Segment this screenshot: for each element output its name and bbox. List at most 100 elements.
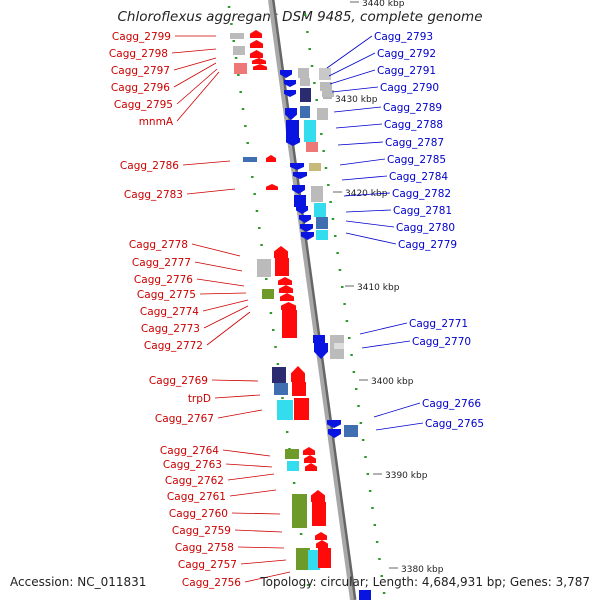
gene-label-left: mnmA [139,116,174,128]
tick-mark [255,210,259,212]
gene-label-left: Cagg_2763 [163,459,222,471]
gene-block [314,203,326,217]
gene-label-left: Cagg_2783 [124,189,183,201]
gene-features [230,30,371,600]
gene-block [294,398,309,420]
gene-block [318,548,331,568]
gene-block [257,259,271,277]
tick-mark [232,40,235,42]
gene-block [277,400,293,420]
gene-block [317,108,328,120]
gene-label-left: Cagg_2777 [132,257,191,269]
gene-arrow [290,163,304,170]
gene-label-left: trpD [188,393,211,405]
tick-mark [380,575,384,577]
scale-label: 3440 kbp [362,0,405,9]
gene-block [316,217,328,229]
tick-mark [308,48,311,50]
accession: Accession: NC_011831 [10,575,147,589]
tick-mark [361,439,365,441]
gene-arrow [274,246,288,258]
gene-label-left: Cagg_2762 [165,475,224,487]
gene-arrow [284,90,296,97]
gene-block [306,142,318,152]
gene-label-right: Cagg_2780 [396,222,455,234]
gene-label-left: Cagg_2757 [178,559,237,571]
gene-label-left: Cagg_2758 [175,542,234,554]
gene-label-left: Cagg_2764 [160,445,219,457]
gene-arrow [250,30,262,38]
gene-label-right: Cagg_2789 [383,102,442,114]
tick-mark [343,303,346,305]
tick-mark [375,541,379,543]
tick-mark [371,507,374,509]
gene-label-right: Cagg_2792 [377,48,436,60]
gene-arrow [315,532,327,540]
gene-label-right: Cagg_2787 [385,137,444,149]
gene-arrow [299,215,311,223]
scale-label: 3410 kbp [357,283,400,293]
gene-label-right: Cagg_2785 [387,154,446,166]
tick-mark [244,125,247,127]
tick-mark [329,201,332,203]
gene-arrow [301,232,314,240]
scale-labels: 3440 kbp 3430 kbp 3420 kbp 3410 kbp 3400 kbp… [323,0,444,575]
tick-mark [306,584,310,586]
tick-mark [281,397,284,399]
tick-mark [366,473,370,475]
gene-arrow [284,80,296,87]
tick-mark [271,329,275,331]
gene-arrow [296,206,308,214]
gene-block [272,367,286,383]
gene-arrow [291,366,305,382]
gene-arrow [314,343,328,359]
gene-block [316,230,328,240]
gene-label-right: Cagg_2765 [425,418,484,430]
gene-label-right: Cagg_2766 [422,398,481,410]
gene-arrow [303,447,315,455]
tick-mark [320,133,323,135]
tick-mark [364,456,367,458]
scale-label: 3420 kbp [345,189,388,199]
gene-label-left: Cagg_2767 [155,413,214,425]
gene-block [344,425,358,437]
tick-mark [241,108,245,110]
gene-arrow [280,293,294,301]
gene-block [359,590,371,600]
tick-mark [347,337,351,339]
tick-mark [260,244,263,246]
gene-block [285,449,299,459]
gene-label-left: Cagg_2795 [114,99,173,111]
gene-label-left: Cagg_2756 [182,577,241,589]
gene-block [294,195,306,207]
tick-mark [368,490,372,492]
tick-mark [299,533,303,535]
gene-label-right: Cagg_2788 [384,119,443,131]
tick-mark [382,592,386,594]
gene-label-right: Cagg_2791 [377,65,436,77]
gene-label-right: Cagg_2793 [374,31,433,43]
gene-block [312,502,326,526]
tick-mark [246,142,249,144]
gene-block [300,88,311,102]
gene-label-right: Cagg_2770 [412,336,471,348]
tick-mark [334,235,337,237]
tick-mark [274,346,277,348]
gene-label-right: Cagg_2781 [393,205,452,217]
gene-block [275,258,289,276]
gene-arrow [266,184,278,190]
gene-arrow [292,185,305,194]
gene-label-left: Cagg_2769 [149,375,208,387]
gene-block [320,82,332,91]
gene-arrow [293,172,307,179]
scale-label: 3380 kbp [401,565,444,575]
tick-mark [313,82,316,84]
tick-mark [322,150,325,152]
gene-label-right: Cagg_2771 [409,318,468,330]
gene-label-left: Cagg_2760 [169,508,228,520]
right-gene-labels: Cagg_2793 Cagg_2792 Cagg_2791 Cagg_2790 Cagg… [326,31,484,431]
gene-label-left: Cagg_2773 [141,323,200,335]
tick-mark [230,23,233,25]
gene-block [274,383,288,395]
